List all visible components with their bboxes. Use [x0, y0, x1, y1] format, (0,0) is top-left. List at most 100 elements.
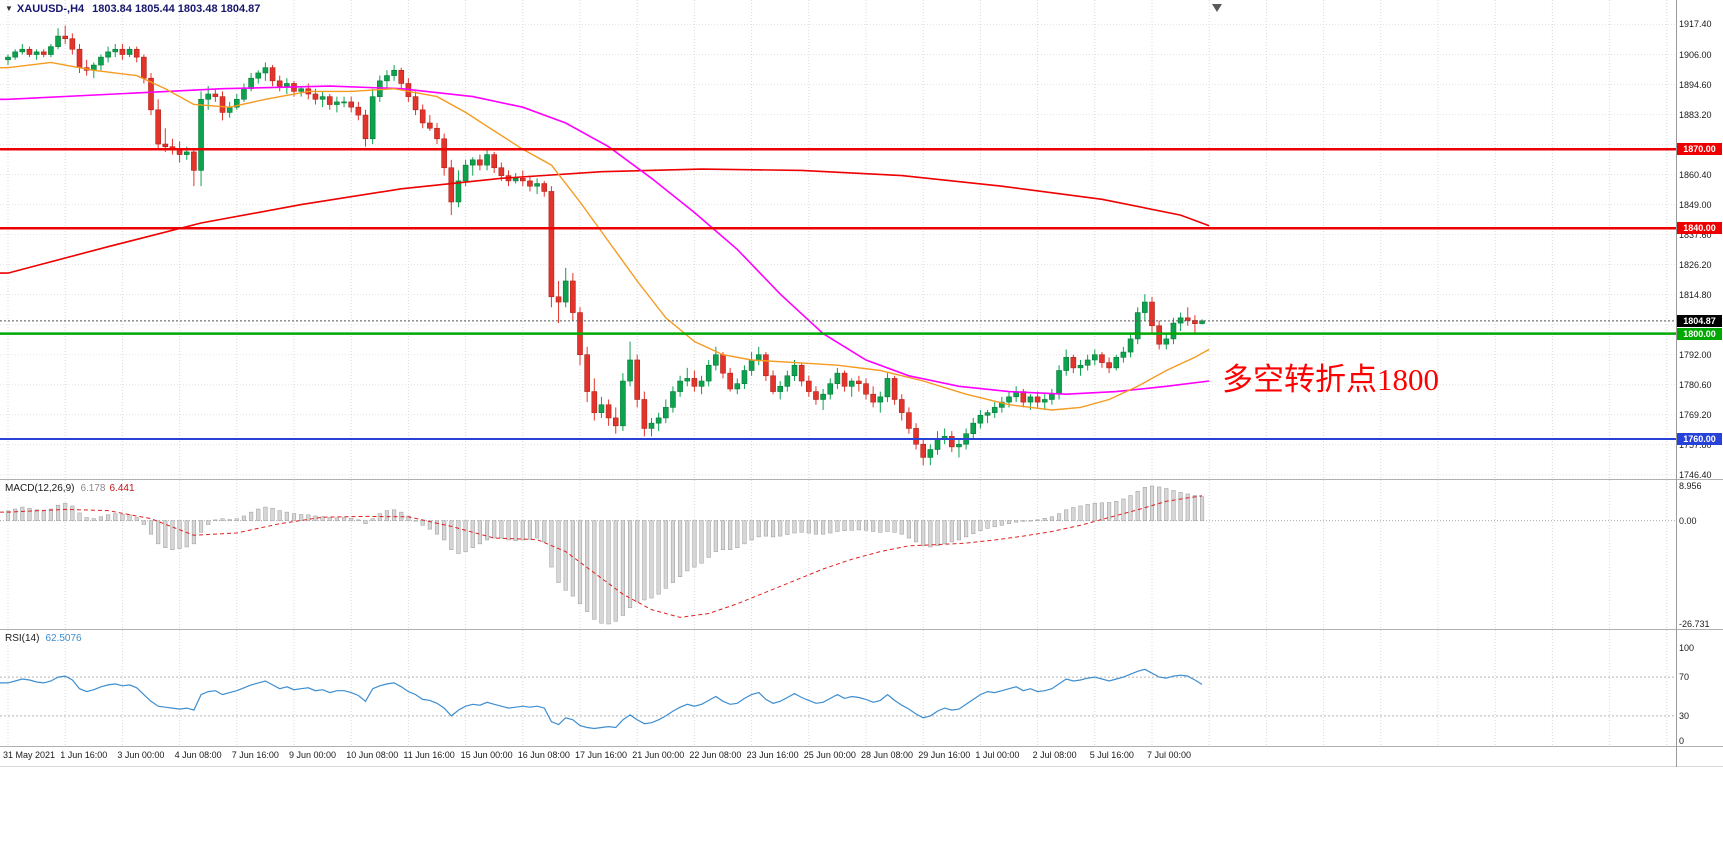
hist-bar [1185, 493, 1190, 521]
candle-body [469, 159, 476, 166]
price-badge-1760.00[interactable]: 1760.00 [1677, 432, 1722, 445]
panel-splitter[interactable] [0, 479, 1723, 480]
candle-body [1113, 357, 1120, 369]
candle-body [1070, 357, 1077, 369]
main-chart-canvas[interactable] [0, 0, 1676, 479]
hist-bar [513, 520, 518, 542]
rsi-panel-canvas[interactable] [0, 630, 1676, 746]
hist-bar [1121, 498, 1126, 521]
macd-tick: 8.956 [1679, 480, 1702, 491]
hist-bar [499, 520, 504, 539]
main-price-axis[interactable]: 1917.40 1906.00 1894.60 1883.20 1860.40 1849.… [1677, 0, 1723, 480]
price-tick: 1746.40 [1679, 469, 1712, 480]
hist-bar [1071, 507, 1076, 521]
candle-body [677, 380, 683, 392]
candle-body [1049, 393, 1055, 400]
hist-bar [1114, 501, 1119, 521]
hist-bar [656, 520, 661, 595]
time-label: 16 Jun 08:00 [517, 750, 570, 760]
panel-splitter[interactable] [0, 629, 1723, 630]
symbol-timeframe: XAUUSD-,H4 [16, 3, 85, 15]
hist-bar [1028, 520, 1033, 522]
candle-body [191, 151, 197, 171]
hist-bar [592, 520, 597, 620]
vertical-grid [7, 0, 1668, 479]
hist-bar [713, 520, 718, 552]
candle-body [1077, 364, 1084, 369]
hist-bar [1192, 495, 1197, 521]
candle-body [913, 428, 919, 445]
candle-body [498, 167, 505, 176]
rsi-tick: 0 [1679, 736, 1685, 746]
candle-body [970, 422, 977, 435]
hist-bar [48, 508, 53, 521]
price-badge-1840.00[interactable]: 1840.00 [1677, 222, 1722, 235]
vertical-grid [7, 480, 1668, 629]
hist-bar [921, 520, 926, 547]
candle-body [813, 391, 819, 400]
time-axis[interactable]: 31 May 2021 1 Jun 16:00 3 Jun 00:00 4 Jun 0… [0, 747, 1676, 766]
rsi-value-axis[interactable]: 100 70 30 0 [1677, 630, 1723, 746]
hist-bar [535, 520, 540, 539]
hist-bar [606, 520, 611, 625]
price-badge-1800.00[interactable]: 1800.00 [1677, 327, 1722, 340]
hist-bar [663, 520, 668, 589]
candle-body [5, 56, 11, 61]
macd-panel-canvas[interactable] [0, 480, 1676, 629]
annotation-text[interactable]: 多空转折点1800 [1222, 362, 1439, 397]
candle-body [355, 106, 362, 116]
hist-bar [577, 520, 583, 605]
price-tick: 1849.00 [1679, 199, 1712, 210]
candle-body [362, 114, 369, 140]
chart-shift-marker-icon[interactable] [1212, 4, 1222, 12]
hist-bar [120, 514, 125, 521]
candle-body [441, 138, 447, 169]
hist-bar [363, 520, 368, 524]
hist-bar [234, 518, 239, 521]
candle-body [734, 383, 741, 390]
hist-bar [485, 520, 490, 541]
candle-body [898, 399, 905, 413]
hist-bar [956, 520, 962, 541]
candle-body [527, 180, 533, 187]
hist-bar [492, 520, 497, 539]
hist-bar [720, 520, 726, 550]
hist-bar [892, 520, 897, 533]
candle-body [984, 412, 991, 416]
hist-bar [463, 520, 468, 552]
candle-body [491, 154, 498, 169]
hist-bar [1107, 502, 1112, 521]
macd-value-axis[interactable]: 8.956 0.00 -26.731 [1677, 480, 1723, 629]
candle-body [1163, 338, 1170, 345]
price-badge-1870.00[interactable]: 1870.00 [1677, 143, 1722, 156]
hist-bar [1178, 492, 1183, 521]
price-tick: 1814.80 [1679, 289, 1712, 300]
candle-body [1063, 357, 1069, 371]
hist-bar [213, 519, 218, 521]
ohlc-values: 1803.84 1805.44 1803.48 1804.87 [92, 3, 261, 15]
candle-body [763, 354, 769, 377]
hist-bar [320, 516, 325, 521]
hist-bar [699, 520, 704, 564]
candle-body [205, 93, 211, 100]
candle-body [748, 359, 755, 371]
hist-bar [227, 519, 232, 521]
hist-bar [134, 517, 139, 521]
price-tick: 1894.60 [1679, 79, 1712, 90]
hist-bar [849, 520, 854, 531]
hist-bar [520, 520, 525, 541]
time-label: 3 Jun 00:00 [117, 750, 165, 760]
hist-bar [127, 514, 132, 521]
candle-body [255, 72, 262, 79]
hist-bar [785, 520, 790, 535]
time-label: 31 May 2021 [3, 750, 56, 760]
hist-bar [91, 518, 96, 521]
hist-bar [1042, 518, 1047, 521]
candle-body [720, 354, 726, 374]
one-click-trading-arrow-icon[interactable]: ▼ [5, 4, 13, 13]
price-badge-1804.87[interactable]: 1804.87 [1677, 314, 1722, 327]
candle-body [612, 417, 619, 427]
candle-body [26, 48, 33, 55]
candle-body [419, 109, 426, 124]
candle-body [627, 359, 633, 382]
